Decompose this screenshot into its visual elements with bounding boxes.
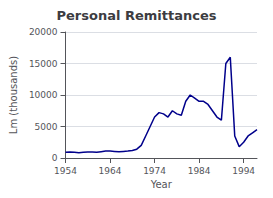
- svg-text:20000: 20000: [29, 27, 58, 37]
- svg-text:Personal Remittances: Personal Remittances: [57, 8, 217, 23]
- svg-text:0: 0: [52, 153, 58, 163]
- svg-text:1954: 1954: [54, 166, 77, 176]
- svg-text:Year: Year: [150, 179, 173, 190]
- svg-text:10000: 10000: [29, 90, 58, 100]
- svg-text:1964: 1964: [99, 166, 122, 176]
- svg-text:1984: 1984: [188, 166, 211, 176]
- svg-text:1994: 1994: [232, 166, 255, 176]
- svg-text:5000: 5000: [35, 122, 58, 132]
- svg-text:1974: 1974: [143, 166, 166, 176]
- svg-text:Lm (thousands): Lm (thousands): [8, 56, 19, 134]
- svg-text:15000: 15000: [29, 59, 58, 69]
